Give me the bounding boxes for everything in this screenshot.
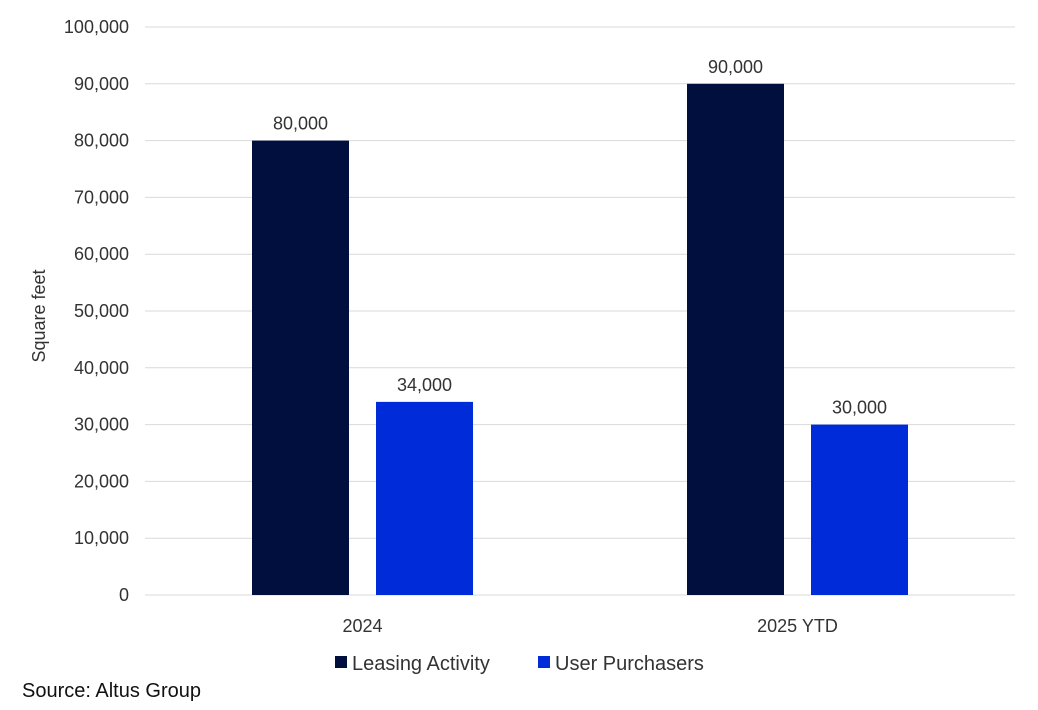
y-tick-label: 20,000 <box>74 471 129 491</box>
legend-swatch <box>538 656 550 668</box>
y-tick-label: 80,000 <box>74 131 129 151</box>
bar-leasing-activity-1 <box>687 83 784 596</box>
legend-swatch <box>335 656 347 668</box>
x-axis-ticks: 2024 2025 YTD <box>342 616 837 636</box>
y-tick-label: 30,000 <box>74 415 129 435</box>
legend: Leasing Activity User Purchasers <box>335 653 704 675</box>
source-note: Source: Altus Group <box>22 680 201 702</box>
y-tick-label: 40,000 <box>74 358 129 378</box>
data-label: 90,000 <box>708 57 763 77</box>
x-tick-label: 2024 <box>342 616 382 636</box>
legend-label: Leasing Activity <box>352 653 490 675</box>
y-tick-label: 0 <box>119 585 129 605</box>
x-tick-label: 2025 YTD <box>757 616 838 636</box>
y-tick-label: 70,000 <box>74 187 129 207</box>
y-axis-ticks: 0 10,000 20,000 30,000 40,000 50,000 60,000 70,… <box>64 17 129 605</box>
bar-user-purchasers-0 <box>376 401 473 595</box>
y-tick-label: 50,000 <box>74 301 129 321</box>
data-label: 80,000 <box>273 114 328 134</box>
bar-leasing-activity-0 <box>252 140 349 595</box>
y-tick-label: 90,000 <box>74 74 129 94</box>
data-label: 30,000 <box>832 398 887 418</box>
y-axis-title: Square feet <box>29 269 49 362</box>
data-labels: 80,000 34,000 90,000 30,000 <box>273 57 887 418</box>
data-label: 34,000 <box>397 375 452 395</box>
bars <box>252 83 908 596</box>
y-tick-label: 60,000 <box>74 244 129 264</box>
bar-user-purchasers-1 <box>811 424 908 595</box>
y-tick-label: 10,000 <box>74 528 129 548</box>
y-tick-label: 100,000 <box>64 17 129 37</box>
legend-label: User Purchasers <box>555 653 704 675</box>
